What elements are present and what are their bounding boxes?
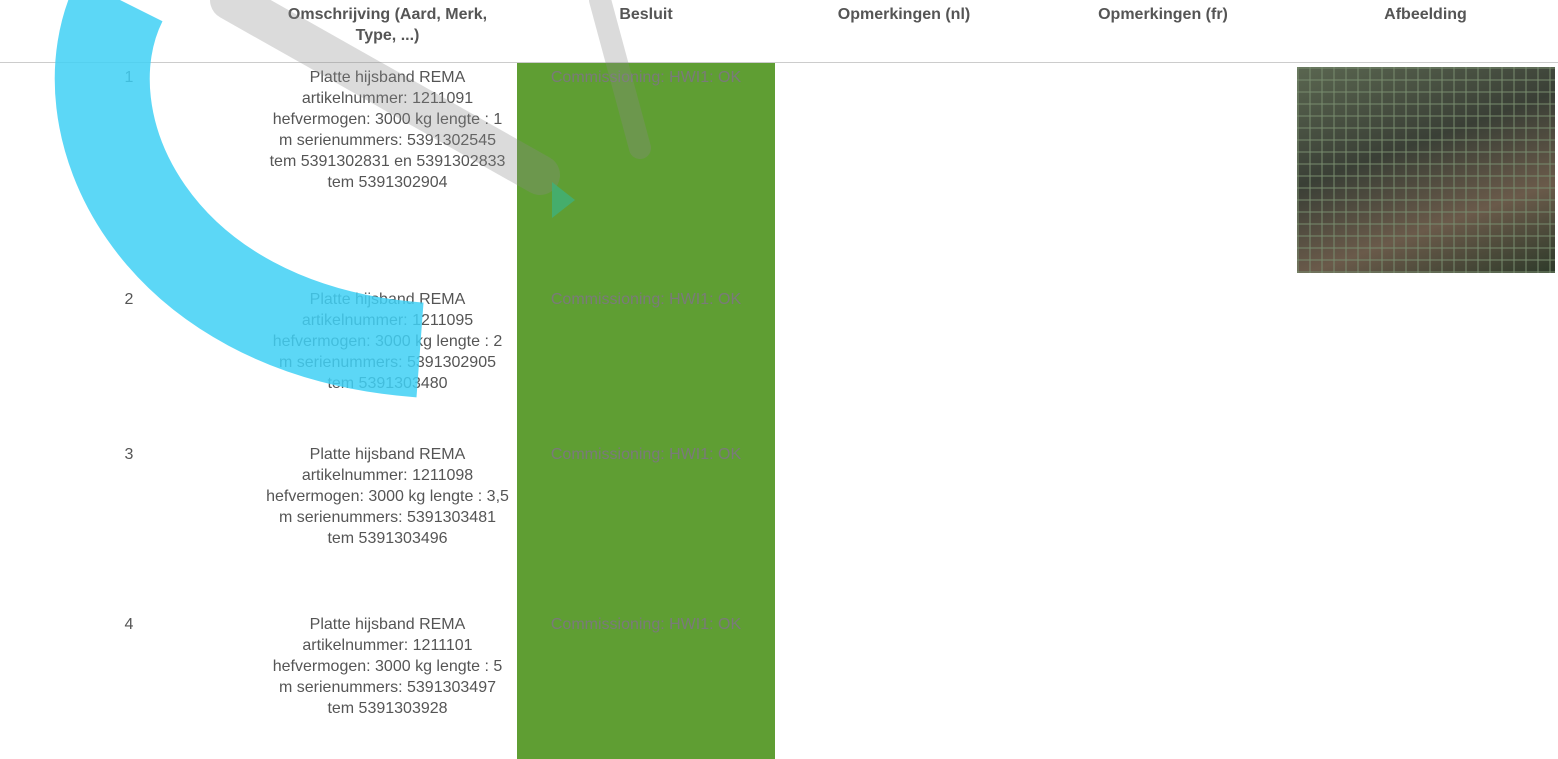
header-cell [0, 0, 258, 62]
header-row: Omschrijving (Aard, Merk, Type, ...) Bes… [0, 0, 1558, 62]
description-cell: Platte hijsband REMA artikelnummer: 1211… [258, 610, 517, 759]
row-number: 1 [0, 62, 258, 285]
decision-cell: Commissioning: HWI1: OK [517, 62, 775, 285]
page: Omschrijving (Aard, Merk, Type, ...) Bes… [0, 0, 1558, 759]
decision-cell: Commissioning: HWI1: OK [517, 285, 775, 440]
remarks-nl-cell [775, 285, 1033, 440]
remarks-fr-cell [1033, 610, 1293, 759]
remarks-fr-cell [1033, 440, 1293, 610]
remarks-nl-cell [775, 610, 1033, 759]
row-number: 3 [0, 440, 258, 610]
item-photo [1297, 67, 1555, 273]
description-cell: Platte hijsband REMA artikelnummer: 1211… [258, 440, 517, 610]
remarks-nl-cell [775, 440, 1033, 610]
row-number: 4 [0, 610, 258, 759]
decision-cell: Commissioning: HWI1: OK [517, 440, 775, 610]
description-cell: Platte hijsband REMA artikelnummer: 1211… [258, 62, 517, 285]
image-cell [1293, 285, 1558, 440]
items-table: Omschrijving (Aard, Merk, Type, ...) Bes… [0, 0, 1558, 759]
header-cell: Opmerkingen (fr) [1033, 0, 1293, 62]
remarks-fr-cell [1033, 62, 1293, 285]
image-cell [1293, 440, 1558, 610]
header-cell: Opmerkingen (nl) [775, 0, 1033, 62]
remarks-fr-cell [1033, 285, 1293, 440]
decision-cell: Commissioning: HWI1: OK [517, 610, 775, 759]
header-cell: Afbeelding [1293, 0, 1558, 62]
description-cell: Platte hijsband REMA artikelnummer: 1211… [258, 285, 517, 440]
image-cell [1293, 610, 1558, 759]
image-cell [1293, 62, 1558, 285]
header-cell: Besluit [517, 0, 775, 62]
remarks-nl-cell [775, 62, 1033, 285]
header-cell: Omschrijving (Aard, Merk, Type, ...) [258, 0, 517, 62]
row-number: 2 [0, 285, 258, 440]
